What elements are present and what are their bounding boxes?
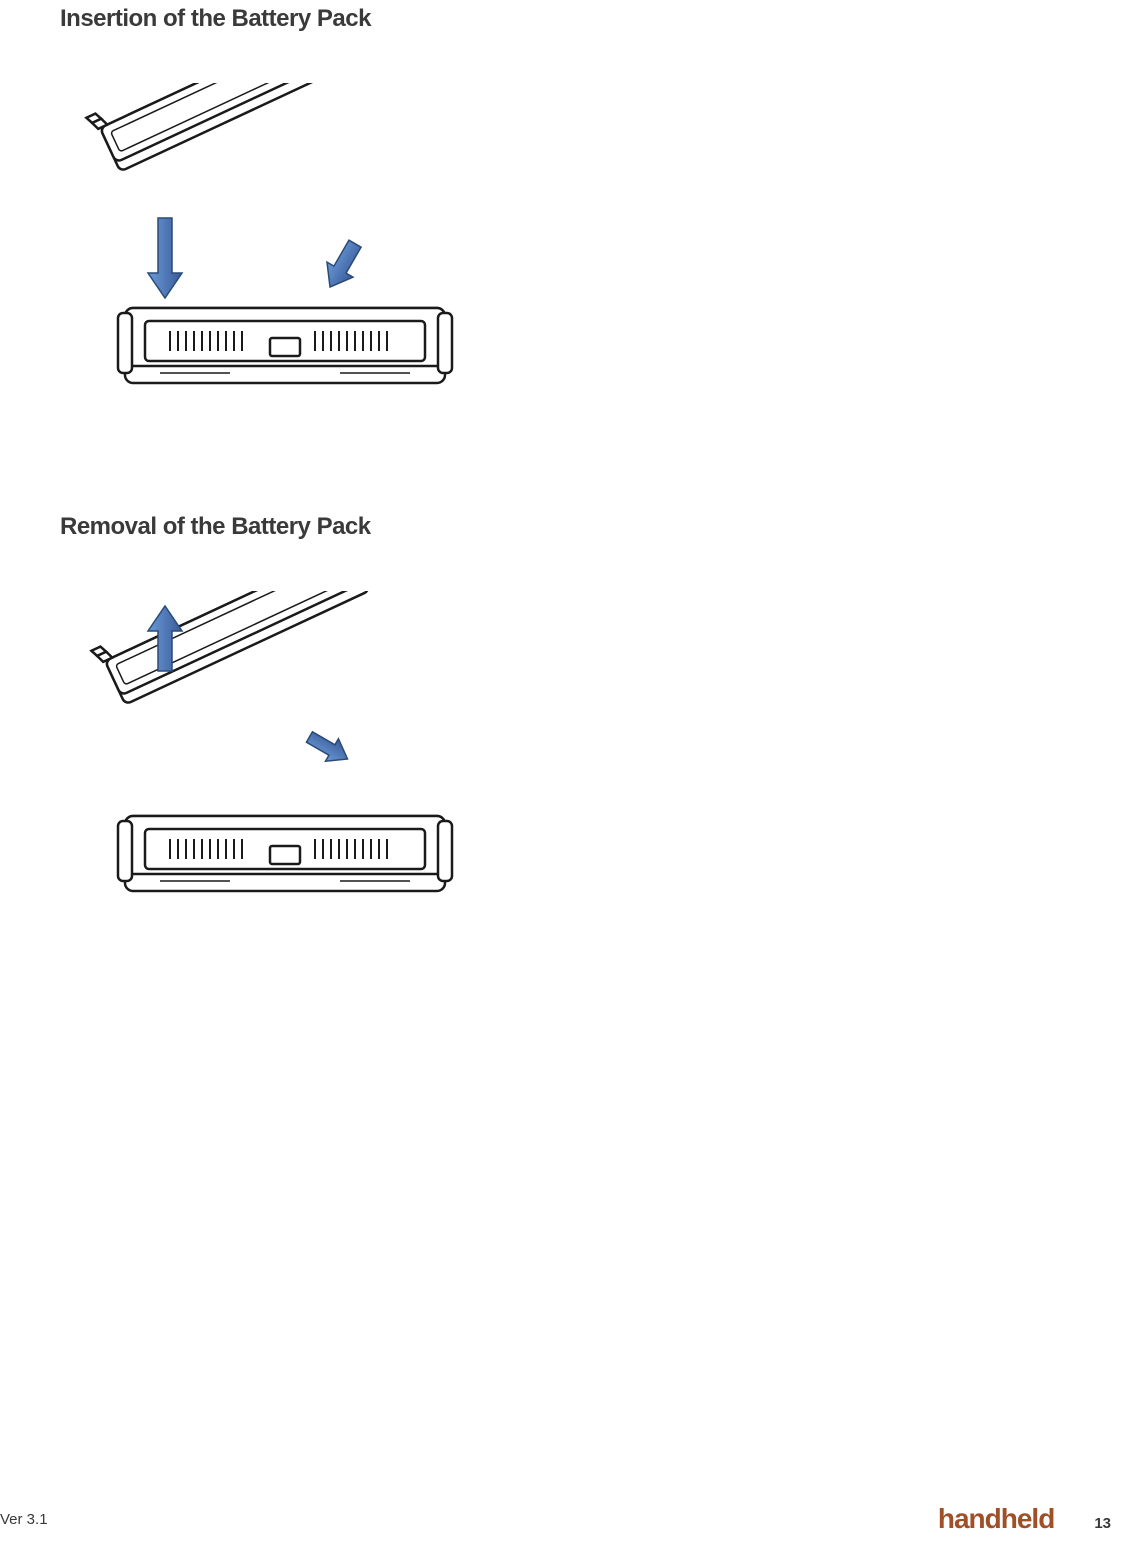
arrow-down-icon xyxy=(148,218,182,298)
removal-heading: Removal of the Battery Pack xyxy=(60,513,1071,541)
removal-diagram xyxy=(70,591,1071,911)
arrow-diagonal-icon xyxy=(317,236,368,294)
brand-logo: handheld xyxy=(938,1503,1054,1535)
insertion-heading: Insertion of the Battery Pack xyxy=(60,5,1071,33)
insertion-diagram xyxy=(70,83,1071,403)
page-footer: Ver 3.1 handheld 13 xyxy=(0,1503,1131,1535)
version-label: Ver 3.1 xyxy=(0,1511,48,1528)
page-number: 13 xyxy=(1094,1515,1111,1532)
arrow-right-icon xyxy=(303,726,354,771)
